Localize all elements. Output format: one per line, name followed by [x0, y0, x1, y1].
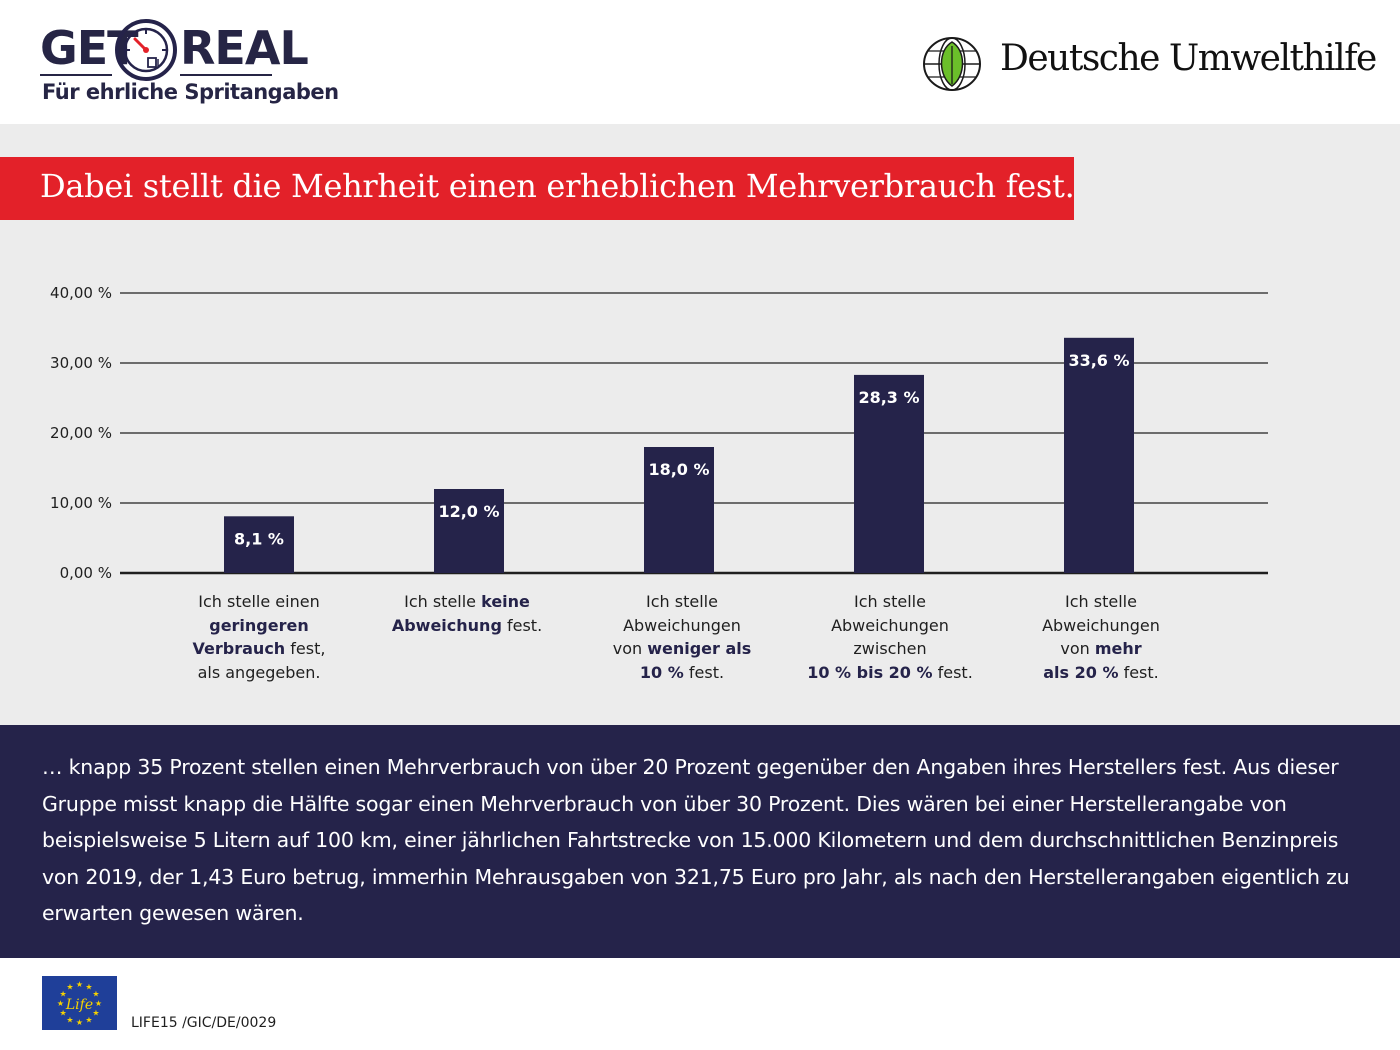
y-tick-label: 40,00 % — [50, 284, 112, 302]
category-label-line: Abweichungen — [1042, 615, 1160, 635]
eu-star-icon: ★ — [76, 980, 83, 989]
eu-star-icon: ★ — [95, 999, 102, 1008]
chart-panel — [0, 124, 1400, 725]
logo-underline-left — [40, 74, 112, 76]
bar-value-label: 18,0 % — [648, 460, 709, 479]
y-tick-label: 0,00 % — [60, 564, 112, 582]
footer-text: … knapp 35 Prozent stellen einen Mehrver… — [42, 755, 1350, 925]
x-category-label: Ich stelle Abweichungen von mehr als 20 % f… — [996, 590, 1206, 684]
y-tick-label: 10,00 % — [50, 494, 112, 512]
bar-value-label: 12,0 % — [438, 502, 499, 521]
chart-bars: 8,1 % 12,0 % 18,0 % 28,3 % 33,6 % — [224, 337, 1134, 573]
bar — [434, 489, 504, 573]
category-label-line: Abweichung fest. — [391, 615, 543, 635]
eu-star-icon: ★ — [85, 1015, 92, 1024]
eu-star-icon: ★ — [66, 983, 73, 992]
life-project-code: LIFE15 /GIC/DE/0029 — [131, 1015, 277, 1031]
category-label-line: zwischen — [853, 639, 927, 658]
y-tick-label: 30,00 % — [50, 354, 112, 372]
x-category-label: Ich stelle Abweichungen zwischen 10 % bis 2… — [785, 590, 995, 684]
get-real-logo: GET REAL Für ehrliche Spritangaben — [40, 16, 339, 112]
logo-underline-right — [180, 74, 272, 76]
category-label-line: Ich stelle einen — [198, 592, 320, 611]
deutsche-umwelthilfe-wordmark: Deutsche Umwelthilfe — [1000, 38, 1377, 79]
eu-life-logo: ★★★★★★★★★ ★ ★★ Life — [42, 976, 117, 1030]
category-label-line: Abweichungen — [831, 615, 949, 635]
bar-value-label: 8,1 % — [234, 529, 284, 548]
category-label-line: als 20 % fest. — [1043, 662, 1159, 682]
x-category-label: Ich stelle Abweichungen von weniger als 10 … — [577, 590, 787, 684]
y-tick-label: 20,00 % — [50, 424, 112, 442]
eu-star-icon: ★ — [76, 1018, 83, 1027]
category-label-line: Ich stelle — [854, 592, 926, 611]
category-label-line: 10 % bis 20 % fest. — [807, 662, 973, 682]
header: GET REAL Für ehrliche Spritangaben Deut — [0, 0, 1400, 124]
deutsche-umwelthilfe-logo: Deutsche Umwelthilfe — [922, 34, 1377, 94]
eu-star-icon: ★ — [59, 1009, 66, 1018]
page-title: Dabei stellt die Mehrheit einen erheblic… — [40, 167, 1075, 205]
eu-star-icon: ★ — [59, 990, 66, 999]
category-label-line: 10 % fest. — [639, 662, 725, 682]
bar — [854, 374, 924, 573]
eu-life-logo-text: Life — [65, 997, 93, 1013]
bar — [224, 516, 294, 573]
eu-star-icon: ★ — [92, 1009, 99, 1018]
eu-star-icon: ★ — [85, 983, 92, 992]
footer-panel — [0, 725, 1400, 958]
x-category-label: Ich stelle keine Abweichung fest. — [362, 590, 572, 637]
category-label-line: Ich stelle — [1065, 592, 1137, 611]
bar — [1064, 337, 1134, 573]
globe-leaf-icon — [923, 37, 981, 91]
x-category-label: Ich stelle einen geringeren Verbrauch fest… — [154, 590, 364, 684]
title-banner: Dabei stellt die Mehrheit einen erheblic… — [0, 157, 1075, 220]
category-label-line: Ich stelle — [646, 592, 718, 611]
category-label-line: geringeren — [209, 615, 309, 635]
category-label-line: von mehr — [1060, 639, 1142, 658]
get-real-logo-word-right: REAL — [180, 21, 309, 75]
category-label-line: als angegeben. — [197, 662, 321, 682]
bar-value-label: 33,6 % — [1068, 351, 1129, 370]
bar — [644, 447, 714, 573]
category-label-line: von weniger als — [612, 639, 752, 658]
category-label-line: Verbrauch fest, — [192, 639, 326, 658]
bar-chart: 0,00 % 10,00 % 20,00 % 30,00 % 40,00 % 8,1 %… — [50, 284, 1268, 582]
gauge-icon — [115, 19, 177, 81]
category-label-line: Abweichungen — [623, 615, 741, 635]
category-label-line: Ich stelle keine — [404, 592, 530, 611]
get-real-tagline: Für ehrliche Spritangaben — [42, 80, 339, 104]
eu-star-icon: ★ — [92, 990, 99, 999]
eu-star-icon: ★ — [57, 999, 64, 1008]
eu-star-icon: ★ — [66, 1015, 73, 1024]
bar-value-label: 28,3 % — [858, 388, 919, 407]
